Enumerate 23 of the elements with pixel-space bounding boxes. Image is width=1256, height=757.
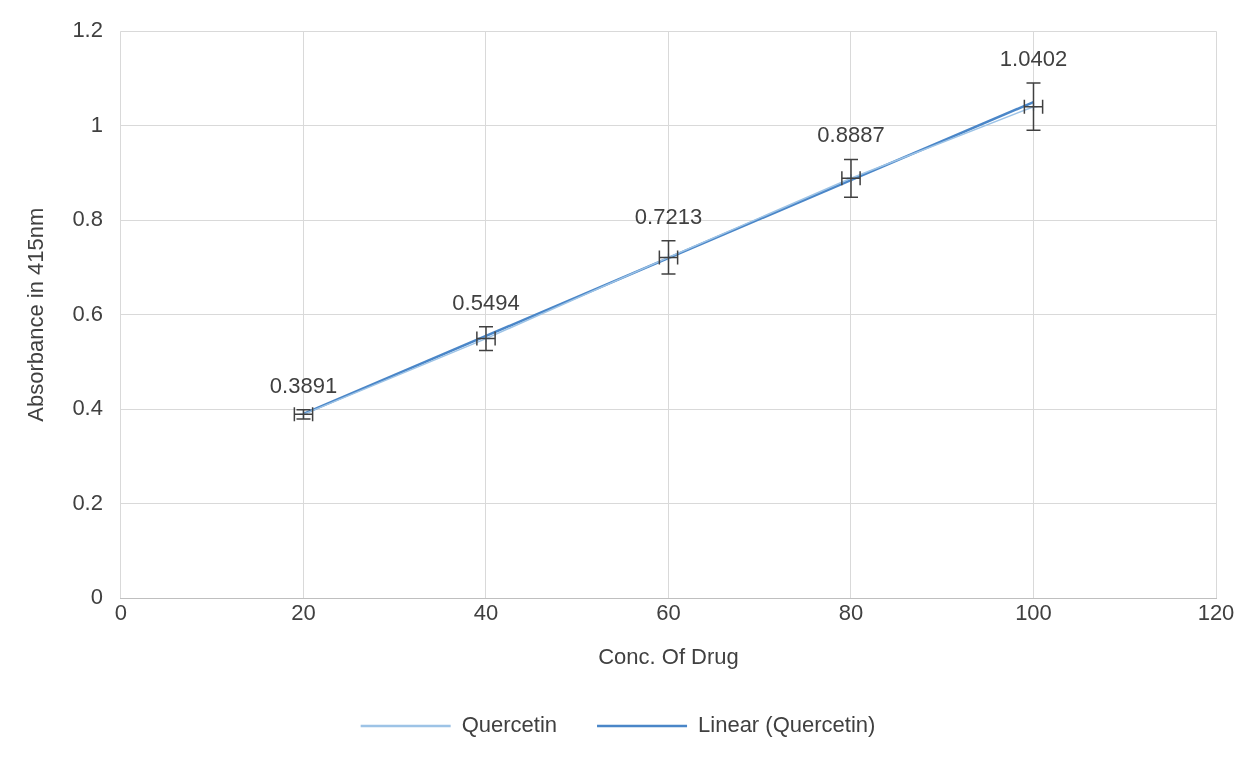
data-label: 0.5494	[452, 289, 520, 315]
data-label: 0.8887	[817, 122, 885, 148]
y-tick-label: 0	[90, 584, 103, 610]
y-tick-label: 0.6	[72, 300, 103, 326]
x-tick-label: 80	[838, 600, 864, 626]
y-axis-title: Absorbance in 415nm	[23, 207, 49, 422]
legend-label: Linear (Quercetin)	[698, 712, 876, 738]
legend-label: Quercetin	[461, 712, 558, 738]
y-tick-label: 1	[90, 111, 103, 137]
data-label: 0.7213	[634, 203, 703, 229]
y-tick-label: 0.4	[72, 395, 103, 421]
y-tick-label: 0.8	[72, 206, 103, 232]
y-tick-label: 1.2	[72, 17, 103, 43]
x-tick-label: 40	[473, 600, 499, 626]
x-tick-label: 100	[1015, 600, 1052, 626]
x-tick-label: 20	[291, 600, 316, 626]
x-tick-label: 60	[656, 600, 681, 626]
x-tick-label: 120	[1197, 600, 1235, 626]
data-label: 0.3891	[269, 372, 338, 398]
x-tick-label: 0	[114, 600, 128, 626]
y-tick-label: 0.2	[72, 489, 103, 515]
data-label: 1.0402	[999, 46, 1068, 72]
x-axis-title: Conc. Of Drug	[598, 643, 739, 669]
